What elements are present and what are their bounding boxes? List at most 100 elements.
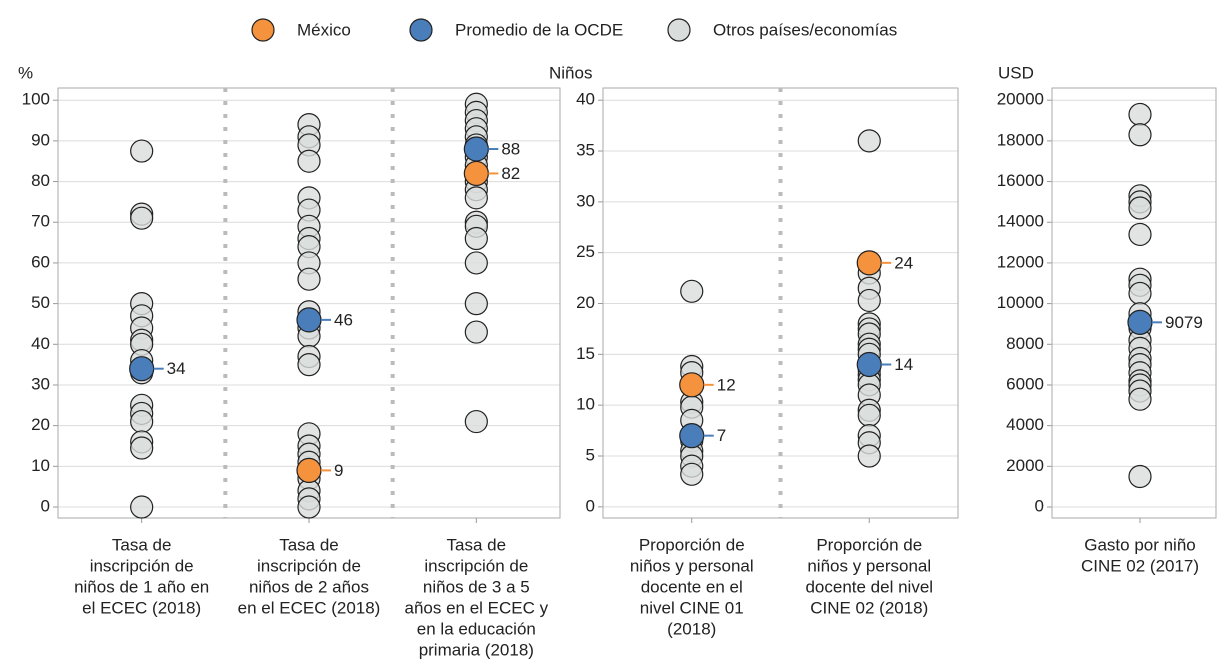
data-label: 7 — [717, 426, 726, 445]
legend-label: Otros países/economías — [713, 20, 897, 39]
data-label: 82 — [501, 164, 520, 183]
point — [680, 279, 704, 303]
point — [297, 267, 321, 291]
point — [130, 436, 154, 460]
data-label: 88 — [501, 140, 520, 159]
x-tick-label: inscripción de — [90, 556, 194, 575]
plot-frame — [1051, 87, 1217, 519]
x-tick-label: niños y personal — [807, 556, 931, 575]
x-tick-label: docente del nivel — [805, 577, 933, 596]
point — [857, 403, 881, 427]
point — [130, 139, 154, 163]
legend-label: México — [297, 20, 351, 39]
x-tick-label: en la educación — [417, 619, 536, 638]
point — [464, 409, 488, 434]
x-tick-label: niños y personal — [630, 556, 754, 575]
y-axis-label: USD — [998, 63, 1034, 82]
point — [1128, 222, 1152, 247]
y-tick-label: 8000 — [1006, 334, 1044, 353]
highlight-point — [679, 372, 705, 398]
point — [1128, 387, 1152, 411]
y-tick-label: 16000 — [997, 171, 1044, 190]
y-tick-label: 100 — [22, 90, 50, 109]
highlight-point — [296, 307, 322, 333]
y-tick-label: 0 — [586, 496, 595, 515]
point — [130, 206, 154, 230]
highlight-point — [296, 457, 322, 484]
point — [297, 495, 321, 519]
highlight-point — [463, 160, 489, 187]
y-tick-label: 2000 — [1006, 456, 1044, 475]
data-label: 12 — [717, 375, 736, 394]
point — [297, 149, 321, 173]
point — [464, 251, 488, 275]
legend-label: Promedio de la OCDE — [455, 20, 623, 39]
y-tick-label: 90 — [31, 130, 50, 149]
y-tick-label: 40 — [31, 334, 50, 353]
y-tick-label: 6000 — [1006, 374, 1044, 393]
y-axis-label: Niños — [549, 63, 592, 82]
point — [130, 495, 154, 519]
x-tick-label: inscripción de — [257, 556, 361, 575]
y-tick-label: 0 — [41, 497, 50, 516]
y-tick-label: 50 — [31, 293, 50, 312]
highlight-point — [1127, 309, 1153, 335]
x-tick-label: Tasa de — [279, 535, 339, 554]
x-tick-label: Proporción de — [639, 535, 745, 554]
highlight-point — [679, 423, 705, 449]
point — [297, 353, 321, 377]
y-tick-label: 35 — [576, 141, 595, 160]
y-tick-label: 14000 — [997, 212, 1044, 231]
y-axis-label: % — [18, 63, 33, 82]
point — [464, 226, 488, 251]
data-label: 14 — [894, 355, 913, 374]
point — [464, 320, 488, 344]
point — [1128, 123, 1152, 147]
y-tick-label: 5 — [586, 445, 595, 464]
legend-swatch — [409, 18, 433, 42]
data-label: 9079 — [1165, 313, 1203, 332]
y-tick-label: 20 — [576, 293, 595, 312]
highlight-point — [129, 356, 155, 382]
y-tick-label: 40 — [576, 90, 595, 109]
y-tick-label: 25 — [576, 242, 595, 261]
legend-swatch — [251, 18, 275, 42]
point — [464, 292, 488, 316]
y-tick-label: 10 — [576, 395, 595, 414]
x-tick-label: primaria (2018) — [419, 640, 534, 659]
x-tick-label: Tasa de — [112, 535, 172, 554]
x-tick-label: Tasa de — [447, 535, 507, 554]
x-tick-label: Gasto por niño — [1084, 535, 1196, 554]
point — [1128, 196, 1152, 220]
y-tick-label: 70 — [31, 212, 50, 231]
point — [130, 409, 154, 434]
y-tick-label: 20000 — [997, 90, 1044, 109]
point — [1128, 102, 1152, 127]
y-tick-label: 20 — [31, 415, 50, 434]
highlight-point — [856, 250, 882, 276]
x-tick-label: niños de 3 a 5 — [423, 577, 530, 596]
x-tick-label: Proporción de — [816, 535, 922, 554]
x-tick-label: CINE 02 (2018) — [810, 598, 928, 617]
y-tick-label: 15 — [576, 344, 595, 363]
x-tick-label: niños de 2 años — [249, 577, 369, 596]
y-tick-label: 60 — [31, 252, 50, 271]
highlight-point — [463, 136, 489, 162]
x-tick-label: nivel CINE 01 — [640, 598, 744, 617]
x-tick-label: docente en el — [641, 577, 743, 596]
point — [1128, 281, 1152, 306]
data-label: 34 — [167, 359, 186, 378]
x-tick-label: (2018) — [667, 619, 716, 638]
x-tick-label: en el ECEC (2018) — [238, 598, 381, 617]
y-tick-label: 18000 — [997, 130, 1044, 149]
point — [464, 186, 488, 210]
y-tick-label: 4000 — [1006, 415, 1044, 434]
data-label: 24 — [894, 253, 913, 272]
y-tick-label: 12000 — [997, 252, 1044, 271]
data-label: 46 — [334, 310, 353, 329]
point — [857, 288, 881, 313]
y-tick-label: 10 — [31, 456, 50, 475]
y-tick-label: 0 — [1035, 497, 1044, 516]
